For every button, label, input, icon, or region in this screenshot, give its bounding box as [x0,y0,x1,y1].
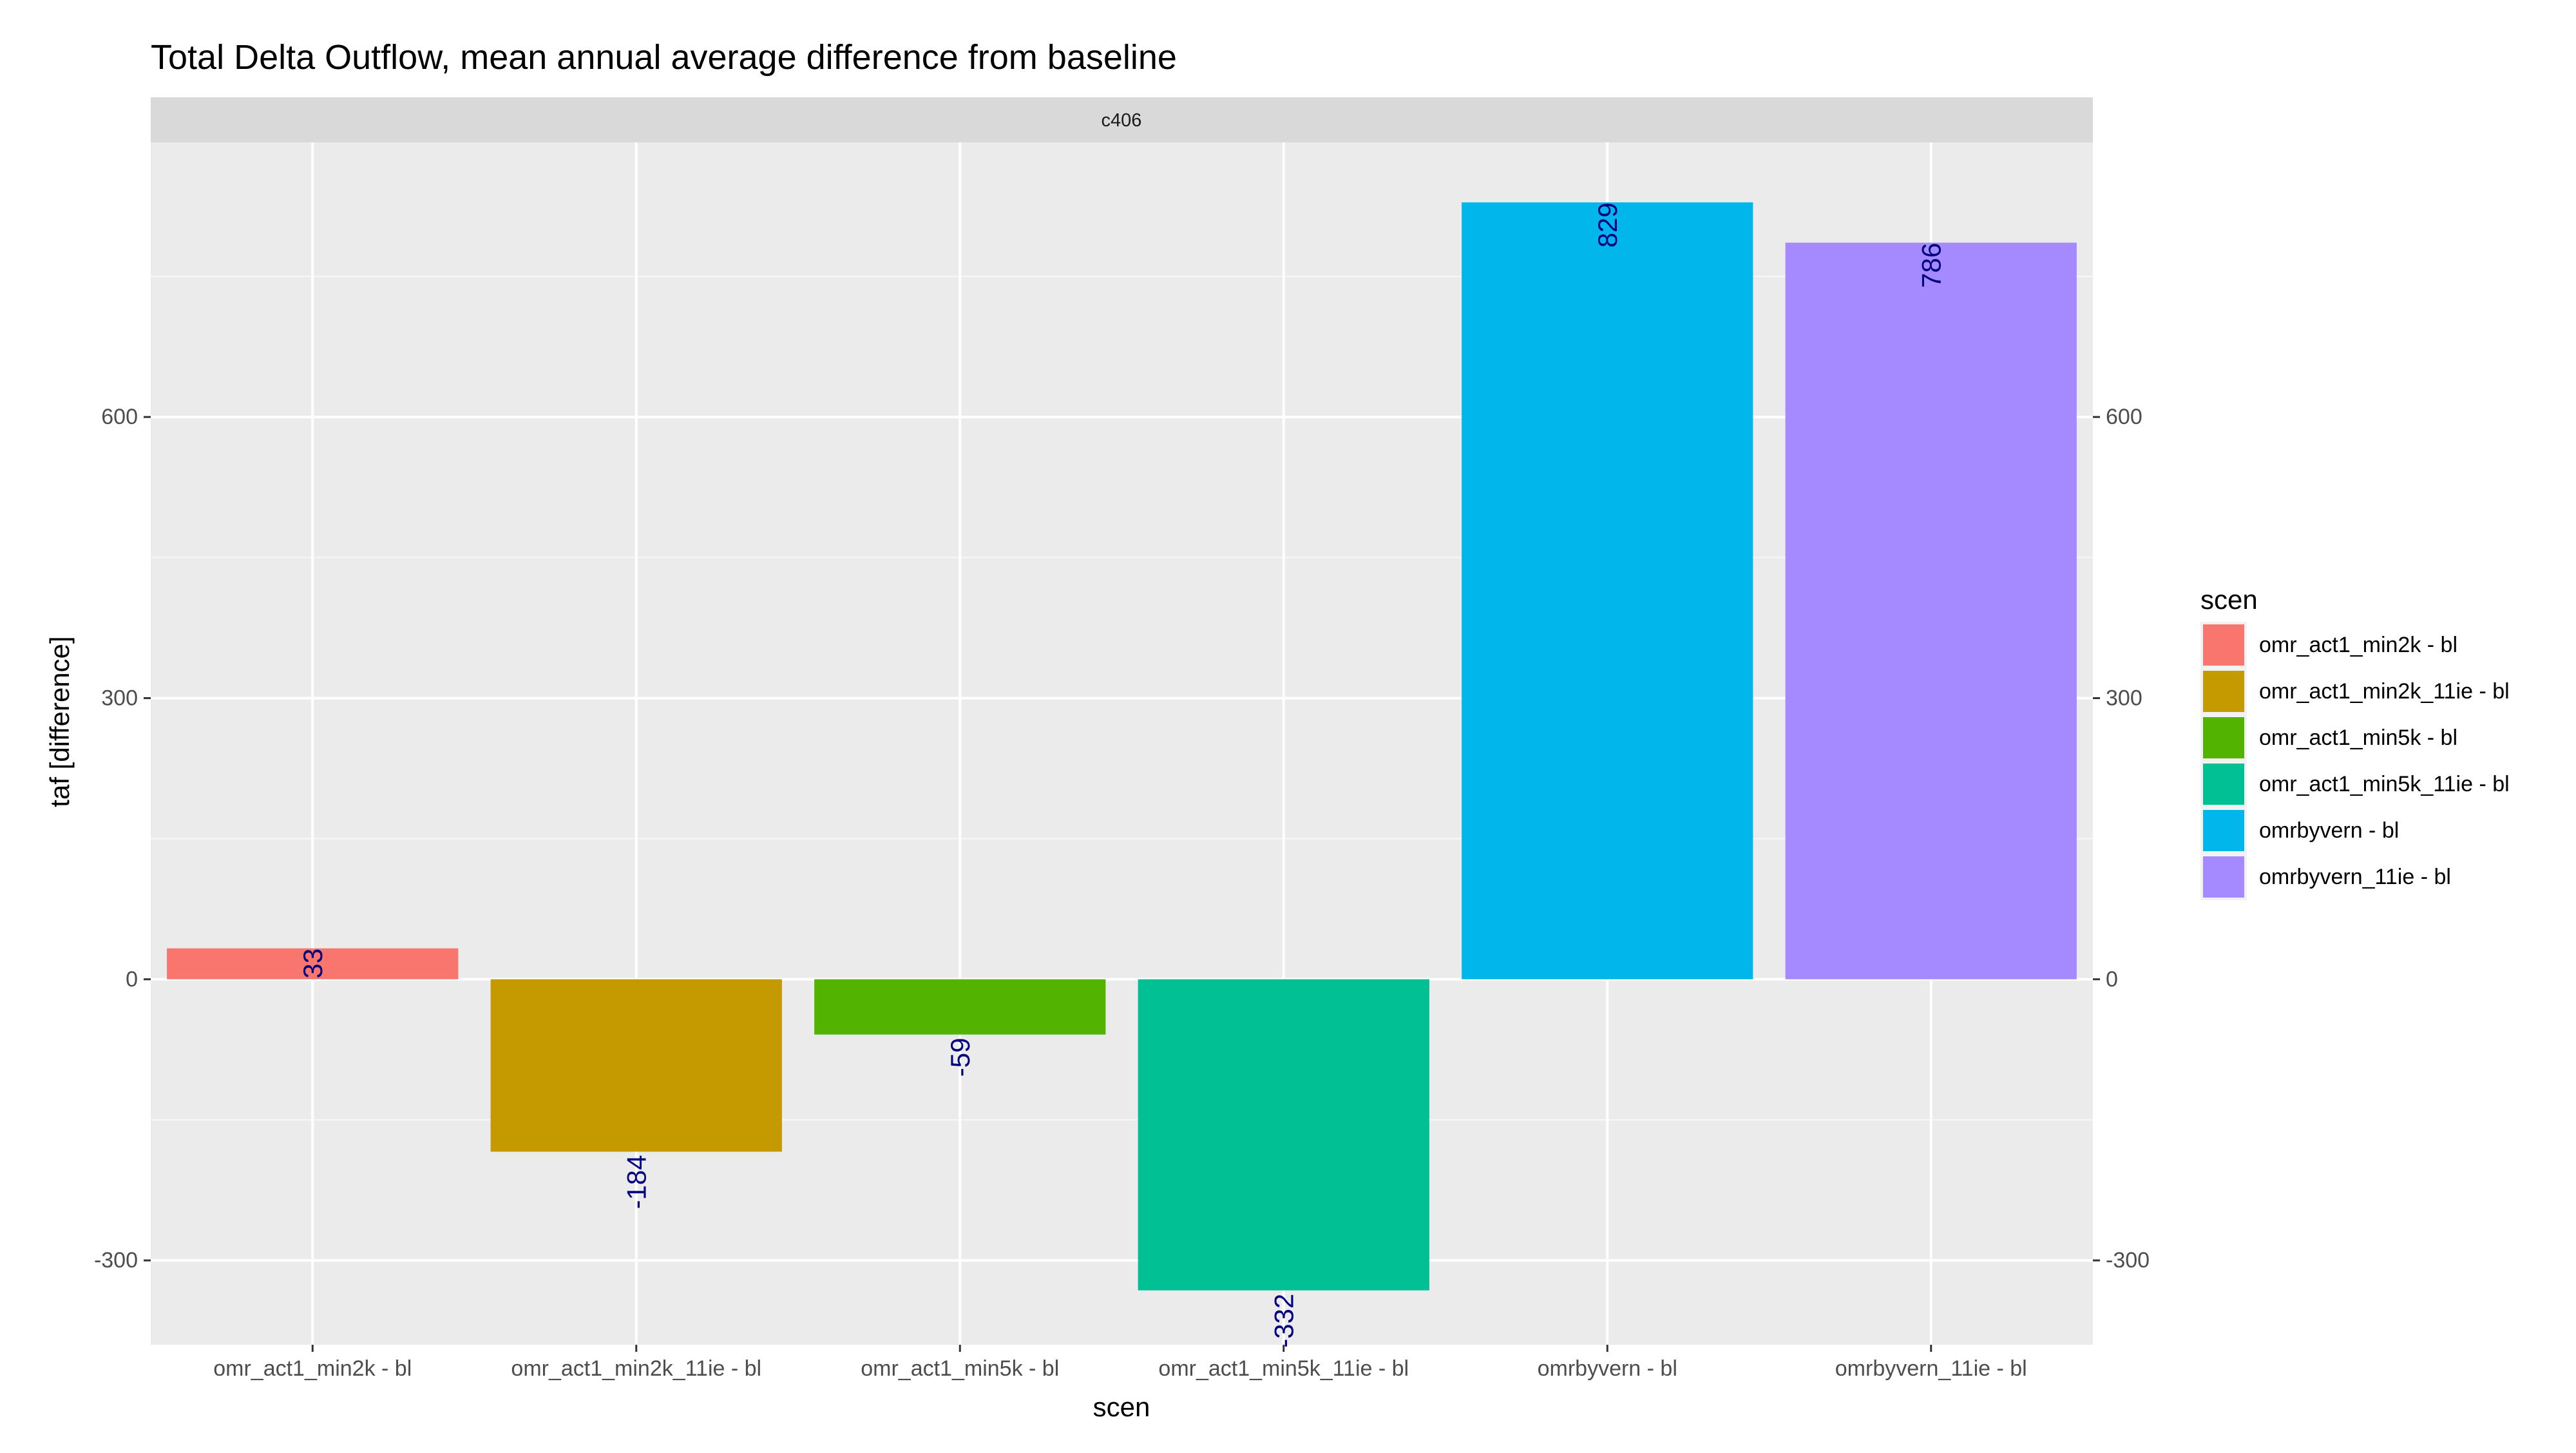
bar-data-label: -59 [945,1037,975,1077]
bar-data-label: -332 [1268,1294,1299,1348]
x-tick-label: omr_act1_min2k - bl [213,1356,412,1381]
y-axis-left: -300 0 300 600 [94,405,151,1273]
y-tick-label-right: 0 [2106,967,2118,992]
legend-label: omr_act1_min5k_11ie - bl [2259,772,2510,796]
legend-key-swatch [2203,764,2244,805]
legend-label: omr_act1_min5k - bl [2259,726,2457,750]
x-tick-label: omrbyvern - bl [1538,1356,1677,1381]
bar [1462,202,1753,979]
bar-data-label: 786 [1916,243,1946,288]
x-tick-label: omrbyvern_11ie - bl [1835,1356,2027,1381]
bar [1785,242,2077,979]
bar [490,979,782,1152]
x-tick-label: omr_act1_min2k_11ie - bl [511,1356,761,1381]
x-axis-title: scen [1093,1392,1150,1422]
bar-data-label: 33 [298,948,328,979]
bar [1138,979,1429,1291]
legend-label: omrbyvern_11ie - bl [2259,865,2451,889]
legend-items: omr_act1_min2k - bl omr_act1_min2k_11ie -… [2200,622,2510,900]
y-tick-label-right: 300 [2106,686,2142,710]
facet-strip [151,97,2093,142]
y-tick-label-right: 600 [2106,405,2142,429]
bar [814,979,1106,1035]
legend-key-swatch [2203,624,2244,666]
bar-data-label: -184 [621,1155,651,1209]
y-tick-label-right: -300 [2106,1248,2150,1273]
chart-title: Total Delta Outflow, mean annual average… [151,38,1177,77]
legend-label: omr_act1_min2k_11ie - bl [2259,679,2510,704]
x-axis: omr_act1_min2k - bl omr_act1_min2k_11ie -… [213,1345,2027,1381]
y-tick-label-left: -300 [94,1248,138,1273]
y-tick-label-left: 300 [101,686,138,710]
legend-key-swatch [2203,856,2244,898]
legend-label: omrbyvern - bl [2259,818,2399,843]
legend-key-swatch [2203,671,2244,712]
facet-label: c406 [1102,110,1142,131]
panel-background [151,142,2093,1345]
legend-label: omr_act1_min2k - bl [2259,633,2457,657]
bar [167,948,459,979]
y-tick-label-left: 600 [101,405,138,429]
y-axis-title: taf [difference] [44,636,75,807]
legend-key-swatch [2203,810,2244,851]
x-tick-label: omr_act1_min5k - bl [861,1356,1059,1381]
x-tick-label: omr_act1_min5k_11ie - bl [1158,1356,1409,1381]
legend-key-swatch [2203,717,2244,758]
y-tick-label-left: 0 [126,967,138,992]
legend-title: scen [2200,584,2258,615]
y-axis-right: -300 0 300 600 [2093,405,2150,1273]
plot-panel: 33 -184 -59 -332 829 786 [151,142,2093,1348]
bar-data-label: 829 [1592,202,1623,247]
legend: scen omr_act1_min2k - bl omr_act1_min2k_1… [2200,584,2510,900]
